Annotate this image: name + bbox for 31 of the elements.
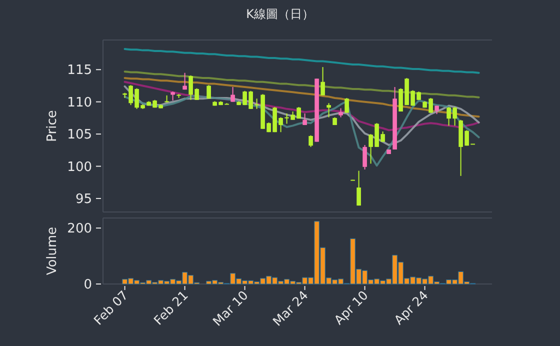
candlestick: [170, 91, 175, 102]
x-tick-label: Apr 24: [390, 287, 431, 328]
x-tick-label: Feb 21: [150, 288, 191, 328]
candlestick: [362, 144, 367, 170]
y-tick-label: 105: [67, 128, 92, 143]
chart-title: K線圖（日）: [246, 7, 314, 21]
y-tick-label: 100: [67, 160, 92, 175]
candlestick: [356, 170, 361, 206]
candlestick: [320, 66, 325, 96]
candlestick: [182, 72, 187, 90]
candlestick: [344, 97, 349, 114]
x-tick-label: Apr 10: [330, 287, 371, 328]
x-tick-label: Feb 07: [90, 288, 131, 328]
line-series: [124, 85, 480, 146]
y-tick-label: 95: [75, 192, 92, 207]
y-axis-title: Volume: [45, 226, 60, 276]
y-tick-label: 0: [84, 278, 92, 292]
y-axis-title: Price: [45, 110, 60, 142]
x-tick-label: Mar 24: [270, 287, 311, 329]
line-series: [124, 77, 480, 118]
candlestick: [338, 108, 343, 118]
y-tick-label: 110: [67, 95, 92, 110]
line-series: [124, 48, 480, 74]
candlestick: [230, 86, 235, 102]
y-tick-label: 200: [67, 222, 92, 237]
candlestick: [326, 102, 331, 118]
candlestick: [206, 84, 211, 100]
candlestick: [308, 134, 313, 148]
line-series: [124, 70, 480, 98]
x-tick-label: Mar 10: [210, 287, 251, 329]
y-tick-label: 115: [67, 63, 92, 78]
